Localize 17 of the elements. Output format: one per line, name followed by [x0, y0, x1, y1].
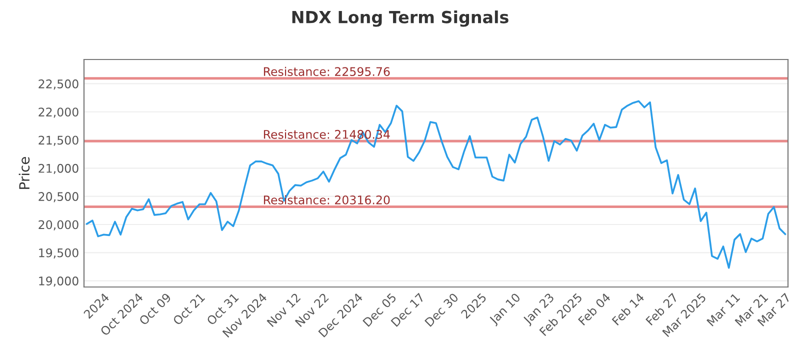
y-tick-label: 19,000	[39, 276, 78, 287]
x-tick-label: Dec 30	[424, 292, 459, 327]
x-tick-label: Oct 21	[172, 292, 206, 326]
y-tick-label: 21,000	[38, 164, 78, 174]
y-tick-label: 20,500	[38, 192, 78, 202]
ref-line-label: Resistance: 22595.76	[264, 66, 390, 76]
chart-title: NDX Long Term Signals	[292, 10, 508, 27]
x-tick-label: Jan 10	[488, 292, 522, 326]
y-tick-label: 19,500	[39, 248, 78, 259]
y-tick-label: 22,500	[38, 79, 78, 90]
y-tick-label: 21,500	[38, 136, 78, 146]
y-tick-label: 20,000	[38, 220, 78, 230]
line-series	[86, 100, 786, 269]
y-axis-title: Price	[18, 157, 30, 189]
y-tick-label: 22,000	[38, 108, 78, 118]
ref-line-label: Resistance: 20316.20	[264, 195, 390, 204]
x-tick-label: Feb 14	[612, 292, 645, 326]
